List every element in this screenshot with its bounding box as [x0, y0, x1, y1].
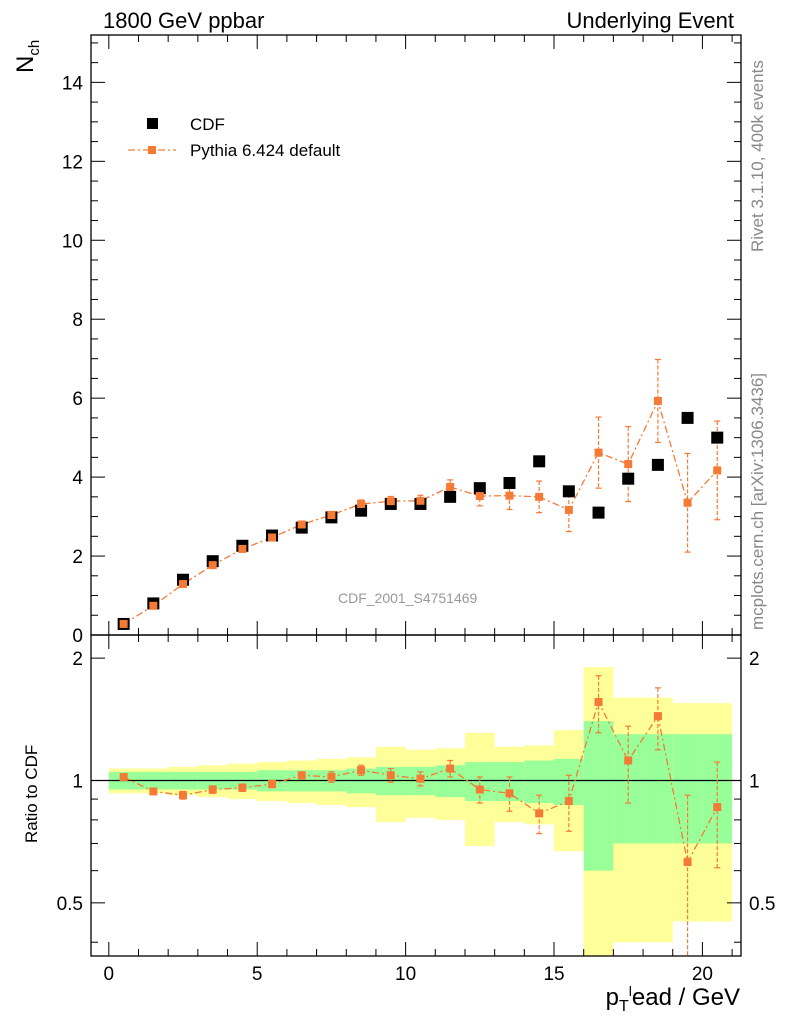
ratio-mc-point: [357, 766, 366, 775]
mc-point: [327, 511, 336, 519]
x-axis-label-sub: T: [619, 997, 629, 1015]
mc-point: [653, 396, 662, 405]
ratio-y-tick-label-right: 2: [749, 649, 760, 670]
main-y-tick-label: 8: [72, 310, 83, 331]
mc-point: [594, 448, 603, 457]
ratio-frame: [90, 634, 742, 957]
mc-point: [624, 460, 633, 469]
main-panel: 0 2 4 6 8 10 12 14: [62, 34, 742, 647]
data-point: [533, 455, 546, 468]
legend: CDF Pythia 6.424 default: [128, 115, 341, 160]
main-y-tick-label: 0: [72, 626, 83, 647]
data-point: [562, 485, 575, 498]
main-frame: [90, 34, 742, 636]
data-point: [592, 506, 605, 519]
main-y-tick-label: 12: [62, 152, 83, 173]
ratio-mc-point: [149, 787, 158, 796]
mc-point: [505, 491, 514, 500]
main-y-tick-label: 2: [72, 547, 83, 568]
data-point: [473, 482, 486, 495]
mc-point: [119, 619, 128, 628]
legend-data-marker: [147, 118, 158, 129]
mc-point: [238, 544, 247, 553]
ratio-mc-point: [653, 712, 662, 721]
ratio-mc-point: [119, 772, 128, 781]
mc-point: [268, 533, 277, 542]
mc-point: [446, 482, 455, 491]
data-point: [711, 431, 724, 444]
x-tick-label: 10: [395, 964, 416, 985]
ratio-mc-point: [564, 797, 573, 806]
ratio-mc-point: [446, 764, 455, 773]
x-tick-label: 15: [543, 964, 564, 985]
main-y-tick-label: 6: [72, 389, 83, 410]
header-right-text: Underlying Event: [566, 8, 734, 33]
ratio-y-tick-label-right: 1: [749, 771, 760, 792]
ratio-mc-point: [475, 785, 484, 794]
legend-mc-label: Pythia 6.424 default: [190, 141, 341, 160]
ratio-mc-point: [238, 783, 247, 792]
mc-point: [149, 601, 158, 610]
mc-point: [208, 561, 217, 570]
ratio-mc-point: [683, 858, 692, 867]
ratio-band-inner: [643, 734, 673, 844]
x-axis-label-sup: l: [628, 983, 632, 999]
ratio-mc-point: [535, 809, 544, 818]
x-tick-label: 5: [252, 964, 263, 985]
legend-mc-marker: [148, 146, 156, 154]
ratio-y-tick-label-right: 0.5: [749, 894, 775, 915]
ratio-mc-point: [594, 697, 603, 706]
header-left-text: 1800 GeV ppbar: [103, 8, 265, 33]
main-y-tick-label: 14: [62, 73, 84, 94]
ratio-band-inner: [583, 721, 614, 871]
analysis-watermark: CDF_2001_S4751469: [338, 590, 478, 606]
ratio-mc-point: [268, 780, 277, 789]
mc-point: [179, 580, 188, 589]
main-y-tick-label: 10: [62, 231, 83, 252]
data-point: [503, 477, 516, 490]
mc-point: [475, 492, 484, 501]
x-axis-label-p: p: [605, 984, 620, 1011]
data-point: [622, 472, 635, 485]
ratio-panel: 0 5 10 15 20 0.5 0.5 1 1 2 2: [57, 634, 775, 985]
ratio-y-tick-label-left: 1: [72, 771, 83, 792]
ratio-mc-point: [505, 789, 514, 798]
x-axis-label: pTlead / GeV: [606, 983, 740, 1016]
x-axis-label-rest: ead / GeV: [631, 984, 740, 1011]
mc-point: [416, 496, 425, 505]
ratio-mc-point: [713, 803, 722, 812]
ratio-mc-point: [386, 771, 395, 780]
mc-point: [297, 520, 306, 529]
ratio-y-tick-label-left: 0.5: [57, 894, 83, 915]
data-point: [444, 490, 457, 503]
ratio-mc-point: [624, 756, 633, 765]
data-point: [651, 458, 664, 471]
mc-point: [357, 499, 366, 508]
mc-point: [386, 497, 395, 506]
ratio-mc-point: [416, 774, 425, 783]
legend-data-label: CDF: [190, 115, 225, 134]
ratio-mc-point: [297, 771, 306, 780]
ratio-mc-point: [208, 785, 217, 794]
data-point: [681, 411, 694, 424]
mc-point: [713, 466, 722, 475]
x-tick-label: 0: [104, 964, 115, 985]
ratio-y-tick-label-left: 2: [72, 649, 83, 670]
ratio-band-inner: [464, 762, 495, 802]
mc-point: [564, 505, 573, 514]
main-y-tick-label: 4: [72, 468, 83, 489]
mc-point: [535, 492, 544, 501]
x-tick-label: 20: [692, 964, 713, 985]
mc-point: [683, 498, 692, 507]
ratio-mc-point: [179, 791, 188, 800]
ratio-mc-point: [327, 772, 336, 781]
